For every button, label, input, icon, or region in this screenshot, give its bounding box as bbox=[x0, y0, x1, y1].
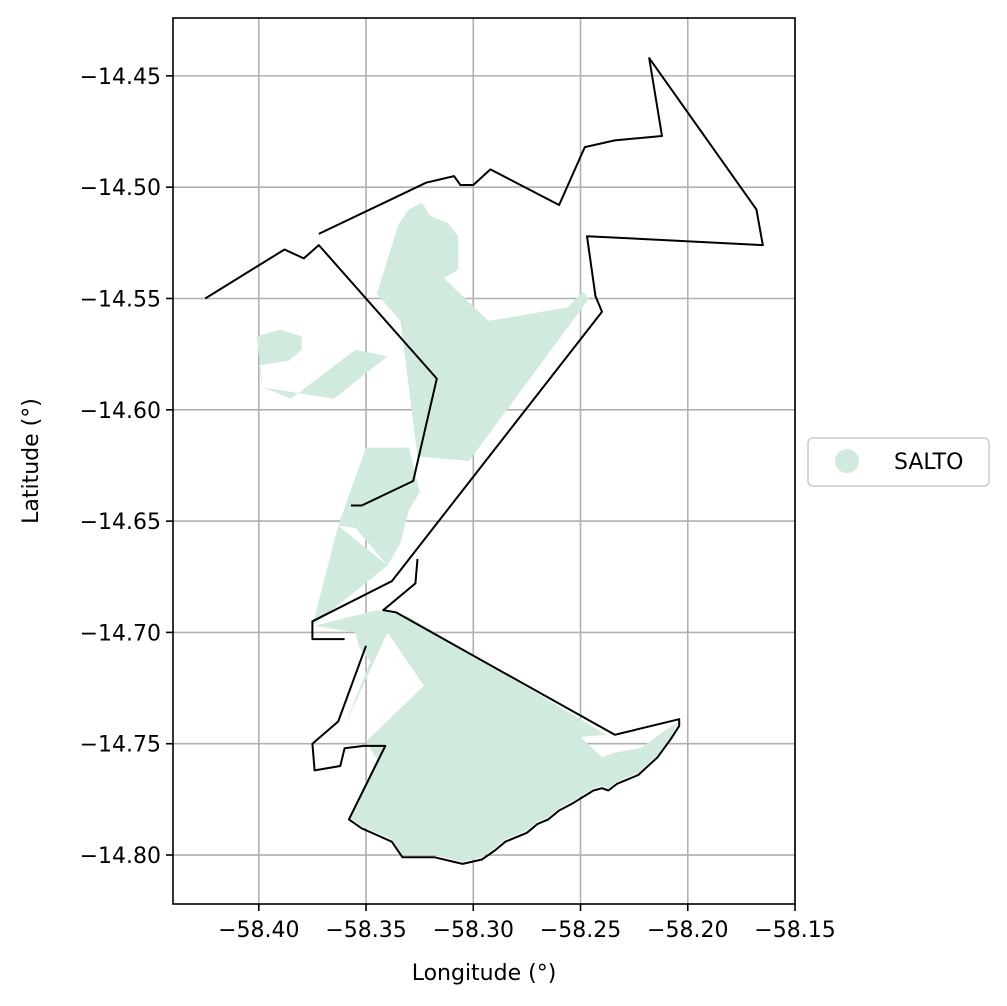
legend-box bbox=[807, 437, 990, 487]
y-tick-label-3: −14.60 bbox=[80, 399, 161, 424]
salto-region bbox=[256, 202, 680, 862]
x-tick-label-2: −58.30 bbox=[433, 918, 514, 943]
boundary-line-0 bbox=[204, 244, 438, 507]
salto-polygon-2 bbox=[263, 349, 388, 399]
y-tick-label-1: −14.50 bbox=[80, 176, 161, 201]
legend-label-salto: SALTO bbox=[894, 450, 963, 475]
salto-polygon-3 bbox=[338, 447, 420, 566]
y-tick-label-4: −14.65 bbox=[80, 510, 161, 535]
x-tick-label-0: −58.40 bbox=[218, 918, 299, 943]
boundary-line-2 bbox=[311, 558, 681, 865]
x-tick-label-5: −58.15 bbox=[754, 918, 835, 943]
y-axis-label: Latitude (°) bbox=[19, 398, 44, 524]
boundary-line-1 bbox=[311, 57, 764, 641]
x-tick-label-1: −58.35 bbox=[325, 918, 406, 943]
boundary-outline bbox=[204, 57, 764, 865]
y-tick-label-5: −14.70 bbox=[80, 621, 161, 646]
x-tick-label-4: −58.20 bbox=[647, 918, 728, 943]
x-tick-label-3: −58.25 bbox=[540, 918, 621, 943]
legend: SALTO bbox=[807, 437, 990, 487]
y-tick-label-6: −14.75 bbox=[80, 733, 161, 758]
plot-frame bbox=[172, 17, 796, 905]
y-tick-label-0: −14.45 bbox=[80, 65, 161, 90]
y-tick-label-2: −14.55 bbox=[80, 287, 161, 312]
x-axis-label: Longitude (°) bbox=[412, 961, 557, 986]
x-axis-ticks: −58.40 −58.35 −58.30 −58.25 −58.20 −58.15 bbox=[218, 904, 836, 943]
legend-marker-salto bbox=[835, 449, 859, 473]
salto-polygon-4 bbox=[312, 525, 388, 626]
salto-polygon-5 bbox=[314, 610, 680, 862]
y-axis-ticks: −14.45 −14.50 −14.55 −14.60 −14.65 −14.70 −14.… bbox=[80, 65, 173, 869]
salto-polygon-0 bbox=[376, 202, 590, 462]
y-tick-label-7: −14.80 bbox=[80, 844, 161, 869]
salto-polygon-1 bbox=[256, 329, 302, 388]
